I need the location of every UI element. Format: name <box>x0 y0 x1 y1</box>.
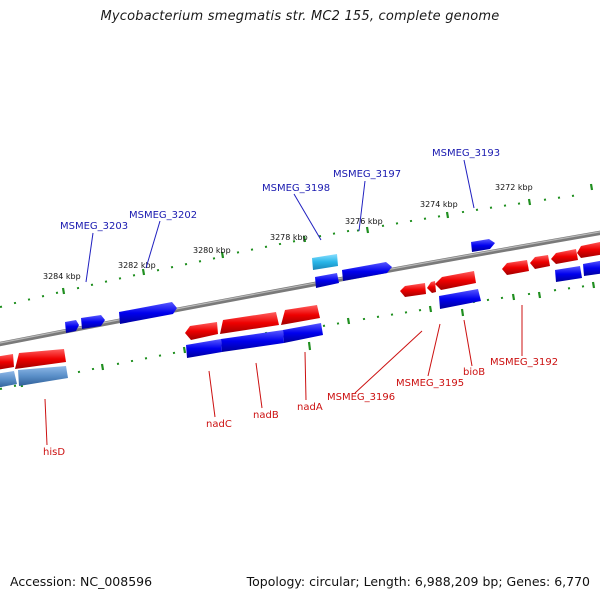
ruler-label-3280: 3280 kbp <box>193 246 231 255</box>
gene-label[interactable]: nadB <box>253 410 279 421</box>
accession-text: Accession: NC_008596 <box>10 574 153 589</box>
ruler-label-3278: 3278 kbp <box>270 233 308 242</box>
gene-arrow-highlight[interactable] <box>312 254 338 270</box>
gene-label[interactable]: MSMEG_3195 <box>396 378 464 389</box>
map-title: Mycobacterium smegmatis str. MC2 155, co… <box>100 9 500 24</box>
gene-label[interactable]: nadC <box>206 419 232 430</box>
gene-arrow[interactable] <box>283 323 323 343</box>
gene-arrow[interactable] <box>400 283 426 297</box>
plus-strand-genes <box>65 239 495 333</box>
gene-arrow[interactable] <box>15 349 66 369</box>
ruler-label-3284: 3284 kbp <box>43 272 81 281</box>
ruler-label-3282: 3282 kbp <box>118 261 156 270</box>
gene-arrow[interactable] <box>471 239 495 252</box>
gene-arrow[interactable] <box>186 339 222 358</box>
gene-arrow[interactable] <box>577 241 600 258</box>
topology-text: Topology: circular; Length: 6,988,209 bp… <box>246 574 590 589</box>
genome-backbone <box>0 230 600 347</box>
gene-label[interactable]: nadA <box>297 402 323 413</box>
gene-arrow[interactable] <box>551 249 578 264</box>
gene-arrow[interactable] <box>119 302 177 324</box>
lower-leader-lines <box>44 305 523 446</box>
gene-arrow[interactable] <box>435 271 476 290</box>
gene-label[interactable]: MSMEG_3197 <box>333 169 401 180</box>
gene-arrow[interactable] <box>427 281 436 293</box>
gene-label[interactable]: MSMEG_3196 <box>327 392 395 403</box>
gene-arrow-rna[interactable] <box>0 371 17 388</box>
gene-label[interactable]: MSMEG_3202 <box>129 210 197 221</box>
gene-arrow[interactable] <box>439 289 481 309</box>
ruler-label-3274: 3274 kbp <box>420 200 458 209</box>
gene-arrow[interactable] <box>530 255 550 269</box>
gene-arrow-rna[interactable] <box>18 366 68 386</box>
gene-arrow[interactable] <box>0 354 14 370</box>
gene-arrow[interactable] <box>281 305 320 325</box>
gene-arrow[interactable] <box>81 315 105 329</box>
gene-arrow[interactable] <box>65 320 79 333</box>
minus-strand-genes <box>0 241 600 388</box>
gene-arrow[interactable] <box>342 262 392 281</box>
ruler-label-3272: 3272 kbp <box>495 183 533 192</box>
upper-leader-lines <box>85 159 475 283</box>
ruler-label-3276: 3276 kbp <box>345 217 383 226</box>
gene-label[interactable]: MSMEG_3198 <box>262 183 330 194</box>
gene-arrow[interactable] <box>583 260 600 276</box>
gene-label[interactable]: hisD <box>43 447 65 458</box>
gene-label[interactable]: bioB <box>463 367 485 378</box>
gene-arrow[interactable] <box>555 266 582 282</box>
gene-arrow[interactable] <box>315 273 339 288</box>
gene-arrow[interactable] <box>502 260 529 275</box>
gene-label[interactable]: MSMEG_3193 <box>432 148 500 159</box>
gene-arrow[interactable] <box>221 330 284 352</box>
gene-arrow[interactable] <box>220 312 279 334</box>
upper-ruler <box>0 183 594 308</box>
gene-label[interactable]: MSMEG_3203 <box>60 221 128 232</box>
gene-label[interactable]: MSMEG_3192 <box>490 357 558 368</box>
gene-arrow[interactable] <box>185 322 218 340</box>
